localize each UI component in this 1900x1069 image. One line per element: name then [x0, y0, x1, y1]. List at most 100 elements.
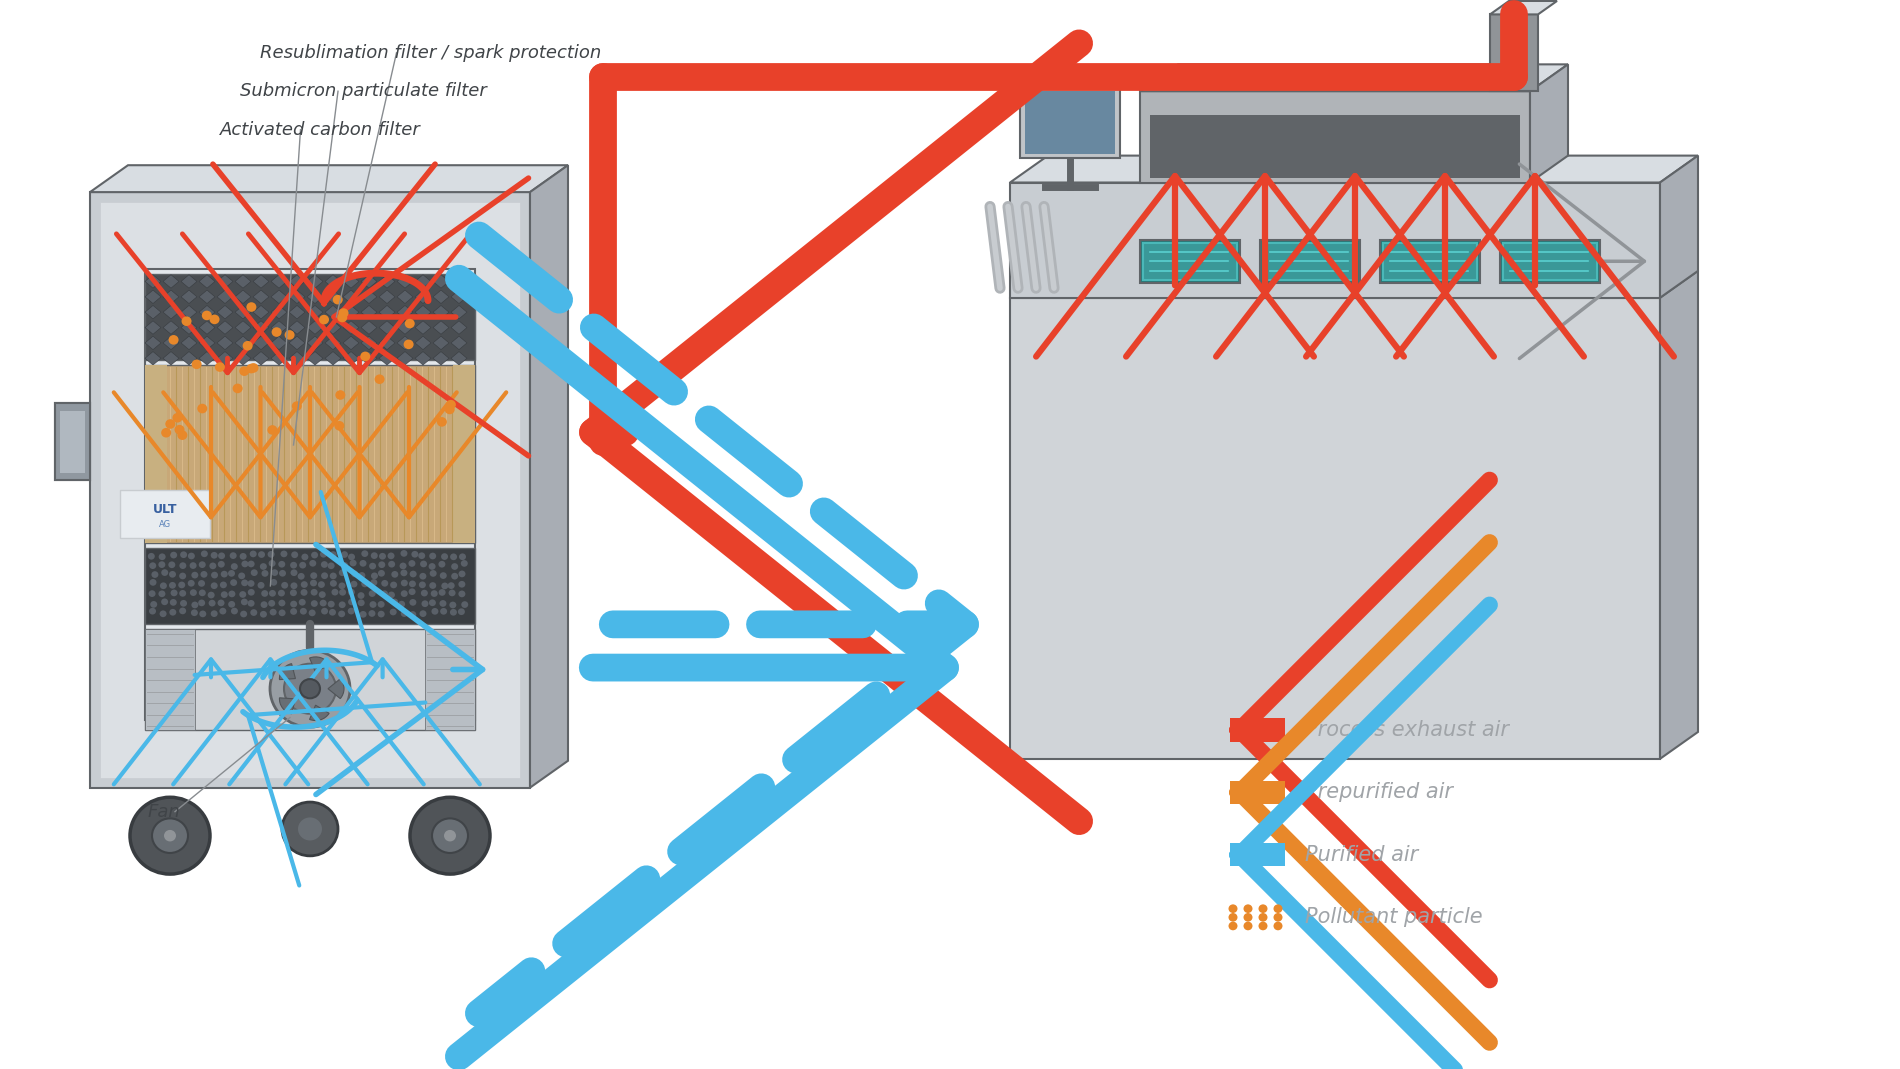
Circle shape [405, 319, 414, 328]
Polygon shape [530, 166, 568, 788]
Circle shape [165, 419, 175, 429]
Polygon shape [289, 275, 306, 289]
Circle shape [338, 602, 346, 608]
Text: Submicron particulate filter: Submicron particulate filter [239, 82, 486, 100]
Circle shape [148, 608, 156, 615]
Circle shape [260, 563, 266, 570]
Circle shape [310, 579, 317, 587]
Polygon shape [361, 336, 376, 350]
Circle shape [378, 553, 386, 559]
Circle shape [458, 571, 466, 577]
Wedge shape [329, 679, 344, 699]
Polygon shape [397, 290, 412, 304]
Circle shape [238, 573, 245, 579]
Polygon shape [144, 290, 162, 304]
Circle shape [340, 552, 348, 558]
FancyBboxPatch shape [1229, 781, 1284, 804]
Polygon shape [163, 275, 179, 289]
Circle shape [162, 428, 171, 437]
FancyBboxPatch shape [144, 630, 196, 730]
Polygon shape [1383, 243, 1476, 280]
Circle shape [200, 561, 205, 568]
Circle shape [462, 601, 467, 608]
Polygon shape [180, 321, 198, 335]
Text: ULT: ULT [152, 502, 177, 515]
Circle shape [247, 600, 255, 607]
Polygon shape [378, 306, 395, 319]
Circle shape [179, 590, 186, 597]
Circle shape [129, 797, 211, 874]
Polygon shape [433, 290, 448, 304]
Circle shape [173, 413, 182, 422]
Polygon shape [89, 166, 568, 192]
Circle shape [410, 797, 490, 874]
Circle shape [408, 599, 416, 606]
Polygon shape [289, 336, 306, 350]
Circle shape [429, 570, 437, 577]
Circle shape [319, 314, 329, 324]
Circle shape [310, 560, 315, 567]
Polygon shape [414, 306, 431, 319]
Polygon shape [433, 275, 448, 289]
Circle shape [179, 573, 186, 579]
Circle shape [241, 560, 249, 568]
Circle shape [420, 573, 426, 579]
Circle shape [448, 583, 454, 589]
Polygon shape [325, 336, 340, 350]
Circle shape [369, 610, 376, 617]
Circle shape [251, 570, 258, 576]
Polygon shape [1530, 64, 1567, 183]
Circle shape [277, 590, 285, 597]
Polygon shape [236, 306, 251, 319]
Circle shape [249, 363, 258, 373]
Wedge shape [279, 664, 294, 680]
Circle shape [230, 579, 238, 586]
Circle shape [169, 561, 175, 568]
Polygon shape [272, 306, 287, 319]
Circle shape [359, 560, 367, 567]
Circle shape [148, 553, 154, 560]
Polygon shape [200, 290, 215, 304]
Polygon shape [236, 290, 251, 304]
Polygon shape [253, 321, 270, 335]
Polygon shape [217, 290, 234, 304]
Circle shape [310, 589, 317, 595]
Circle shape [279, 570, 287, 576]
Circle shape [352, 571, 359, 577]
Polygon shape [163, 336, 179, 350]
Circle shape [281, 582, 289, 589]
Circle shape [319, 591, 325, 598]
Polygon shape [308, 321, 323, 335]
Circle shape [361, 580, 369, 587]
Circle shape [247, 363, 256, 373]
Circle shape [169, 582, 177, 589]
Circle shape [230, 563, 238, 570]
FancyBboxPatch shape [55, 403, 89, 480]
Circle shape [239, 610, 247, 618]
FancyBboxPatch shape [61, 412, 86, 472]
Polygon shape [180, 290, 198, 304]
Polygon shape [253, 290, 270, 304]
Circle shape [1273, 904, 1282, 913]
Circle shape [285, 330, 294, 340]
Circle shape [182, 316, 192, 326]
Circle shape [441, 583, 448, 589]
FancyBboxPatch shape [1229, 843, 1284, 866]
Circle shape [298, 599, 306, 606]
Circle shape [332, 295, 342, 305]
Circle shape [302, 554, 308, 560]
Circle shape [370, 553, 378, 559]
Polygon shape [308, 306, 323, 319]
Circle shape [209, 600, 215, 606]
Polygon shape [450, 290, 467, 304]
Circle shape [198, 404, 207, 414]
Circle shape [179, 562, 186, 569]
Polygon shape [378, 290, 395, 304]
Polygon shape [450, 321, 467, 335]
FancyBboxPatch shape [144, 269, 475, 721]
Circle shape [272, 570, 277, 576]
Circle shape [228, 601, 236, 607]
Circle shape [152, 819, 188, 853]
Polygon shape [253, 306, 270, 319]
Circle shape [239, 553, 247, 560]
